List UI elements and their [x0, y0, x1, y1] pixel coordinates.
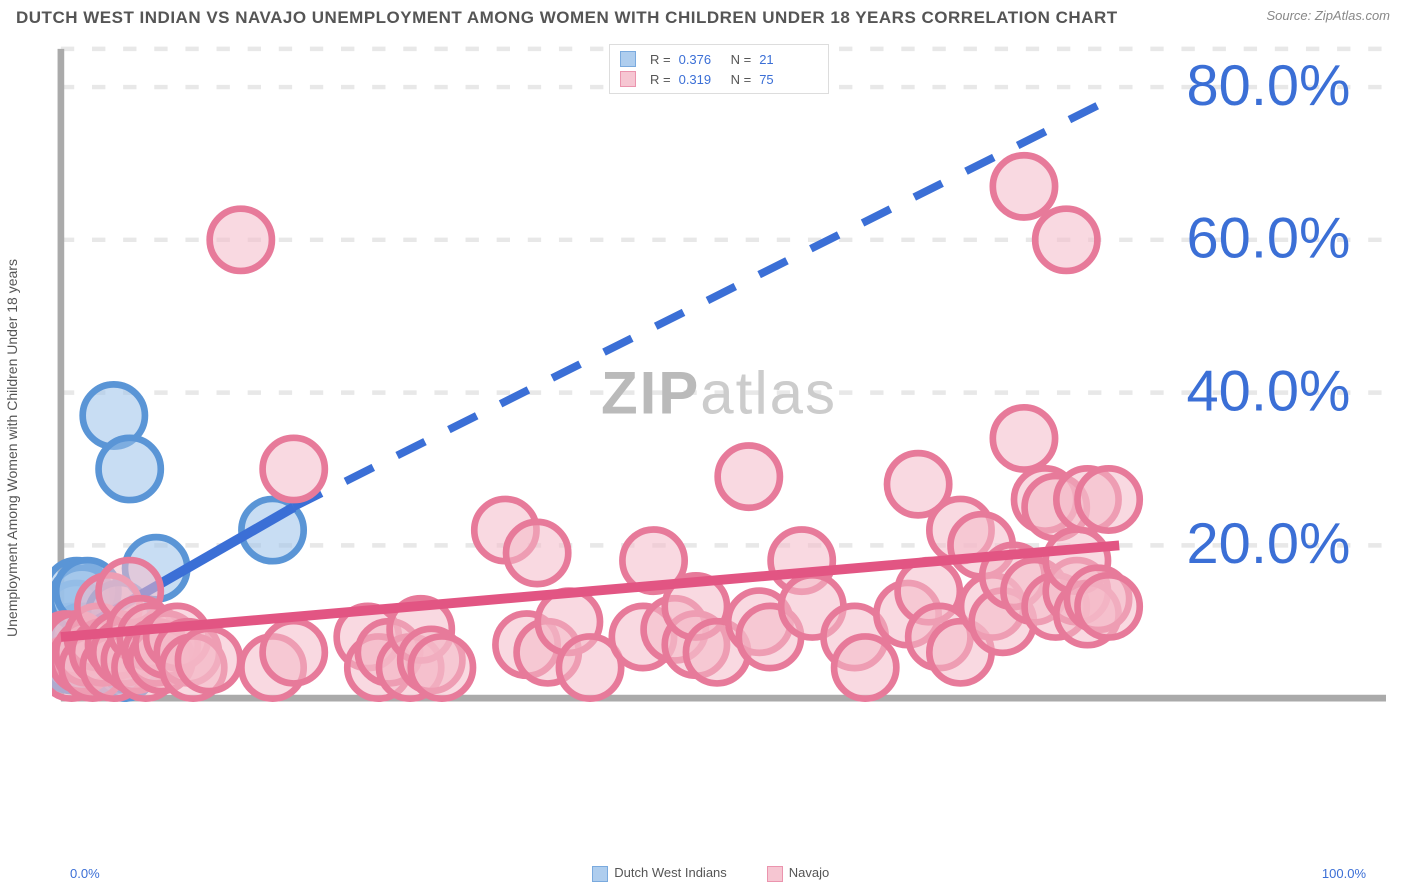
series-legend: Dutch West Indians Navajo — [592, 865, 829, 882]
stats-r-label: R = — [650, 72, 671, 87]
chart-title: DUTCH WEST INDIAN VS NAVAJO UNEMPLOYMENT… — [16, 8, 1118, 28]
legend-swatch-icon — [592, 866, 608, 882]
legend-swatch-icon — [620, 51, 636, 67]
stats-row: R = 0.376 N = 21 — [620, 49, 818, 69]
stats-n-label: N = — [731, 52, 752, 67]
scatter-plot: 20.0% 40.0% 60.0% 80.0% — [52, 40, 1386, 707]
stats-r-value: 0.319 — [679, 72, 723, 87]
stats-n-value: 21 — [759, 52, 803, 67]
stats-r-label: R = — [650, 52, 671, 67]
svg-text:20.0%: 20.0% — [1187, 512, 1351, 576]
stats-r-value: 0.376 — [679, 52, 723, 67]
stats-n-value: 75 — [759, 72, 803, 87]
legend-swatch-icon — [620, 71, 636, 87]
x-tick-min: 0.0% — [70, 866, 100, 881]
y-axis-label: Unemployment Among Women with Children U… — [4, 259, 20, 637]
stats-n-label: N = — [731, 72, 752, 87]
chart-header: DUTCH WEST INDIAN VS NAVAJO UNEMPLOYMENT… — [0, 0, 1406, 32]
svg-text:80.0%: 80.0% — [1187, 54, 1351, 118]
legend-item: Navajo — [767, 865, 829, 882]
svg-text:60.0%: 60.0% — [1187, 207, 1351, 271]
stats-row: R = 0.319 N = 75 — [620, 69, 818, 89]
legend-swatch-icon — [767, 866, 783, 882]
legend-label: Dutch West Indians — [614, 865, 726, 880]
legend-label: Navajo — [789, 865, 829, 880]
legend-item: Dutch West Indians — [592, 865, 726, 882]
stats-legend: R = 0.376 N = 21 R = 0.319 N = 75 — [609, 44, 829, 94]
x-axis-legend-bar: 0.0% Dutch West Indians Navajo 100.0% — [0, 865, 1406, 882]
chart-source: Source: ZipAtlas.com — [1266, 8, 1390, 23]
svg-text:40.0%: 40.0% — [1187, 359, 1351, 423]
chart-area: 20.0%40.0%60.0%80.0% ZIPatlas R =0.376N … — [52, 40, 1386, 842]
x-tick-max: 100.0% — [1322, 866, 1366, 881]
